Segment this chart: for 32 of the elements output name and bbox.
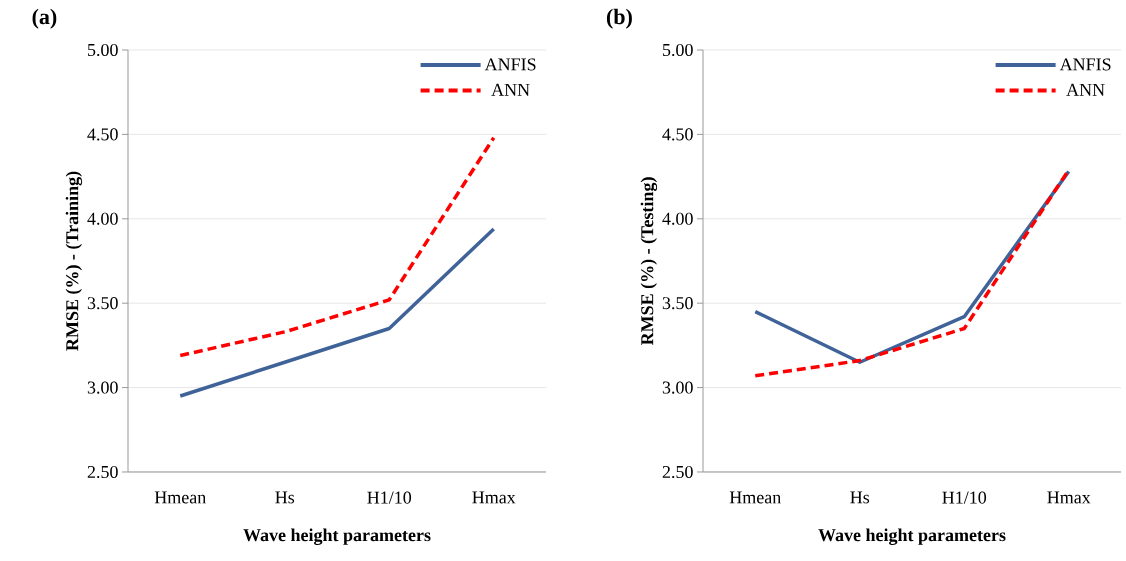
chart-title: (a)	[32, 8, 57, 29]
y-tick-label: 3.00	[662, 381, 693, 394]
y-tick-label: 5.00	[663, 43, 693, 57]
y-tick-label: 5.00	[88, 43, 118, 57]
y-tick-label: 3.50	[662, 297, 693, 310]
x-axis-title: Wave height parameters	[243, 528, 431, 545]
y-tick-label: 4.00	[87, 212, 118, 225]
x-tick-label: Hmax	[1047, 491, 1091, 504]
y-axis-title: RMSE (%) - (Training)	[65, 171, 83, 351]
x-tick-label: Hs	[275, 491, 295, 504]
y-tick-label: 2.50	[662, 465, 693, 479]
line-series	[178, 136, 496, 358]
x-axis-title: Wave height parameters	[818, 528, 1006, 545]
x-tick-label: H1/10	[367, 491, 412, 504]
chart-title: (b)	[606, 8, 632, 29]
x-tick-label: Hmax	[472, 491, 516, 504]
y-tick-label: 2.50	[87, 465, 118, 479]
line-series	[178, 227, 496, 398]
legend-label: ANN	[1066, 83, 1105, 96]
x-tick-label: Hmean	[154, 491, 206, 504]
x-tick-label: Hmean	[729, 491, 781, 504]
x-tick-label: Hs	[850, 491, 870, 504]
y-tick-label: 3.00	[87, 381, 118, 394]
legend-label: ANFIS	[1059, 58, 1111, 71]
x-tick-label: H1/10	[942, 491, 987, 504]
legend-label: ANFIS	[484, 58, 536, 71]
y-tick-label: 4.00	[662, 212, 693, 225]
y-tick-label: 4.50	[87, 128, 118, 141]
y-tick-label: 4.50	[662, 128, 693, 141]
y-axis-title: RMSE (%) - (Testing)	[640, 177, 658, 346]
legend-label: ANN	[491, 83, 530, 96]
y-tick-label: 3.50	[87, 297, 118, 310]
